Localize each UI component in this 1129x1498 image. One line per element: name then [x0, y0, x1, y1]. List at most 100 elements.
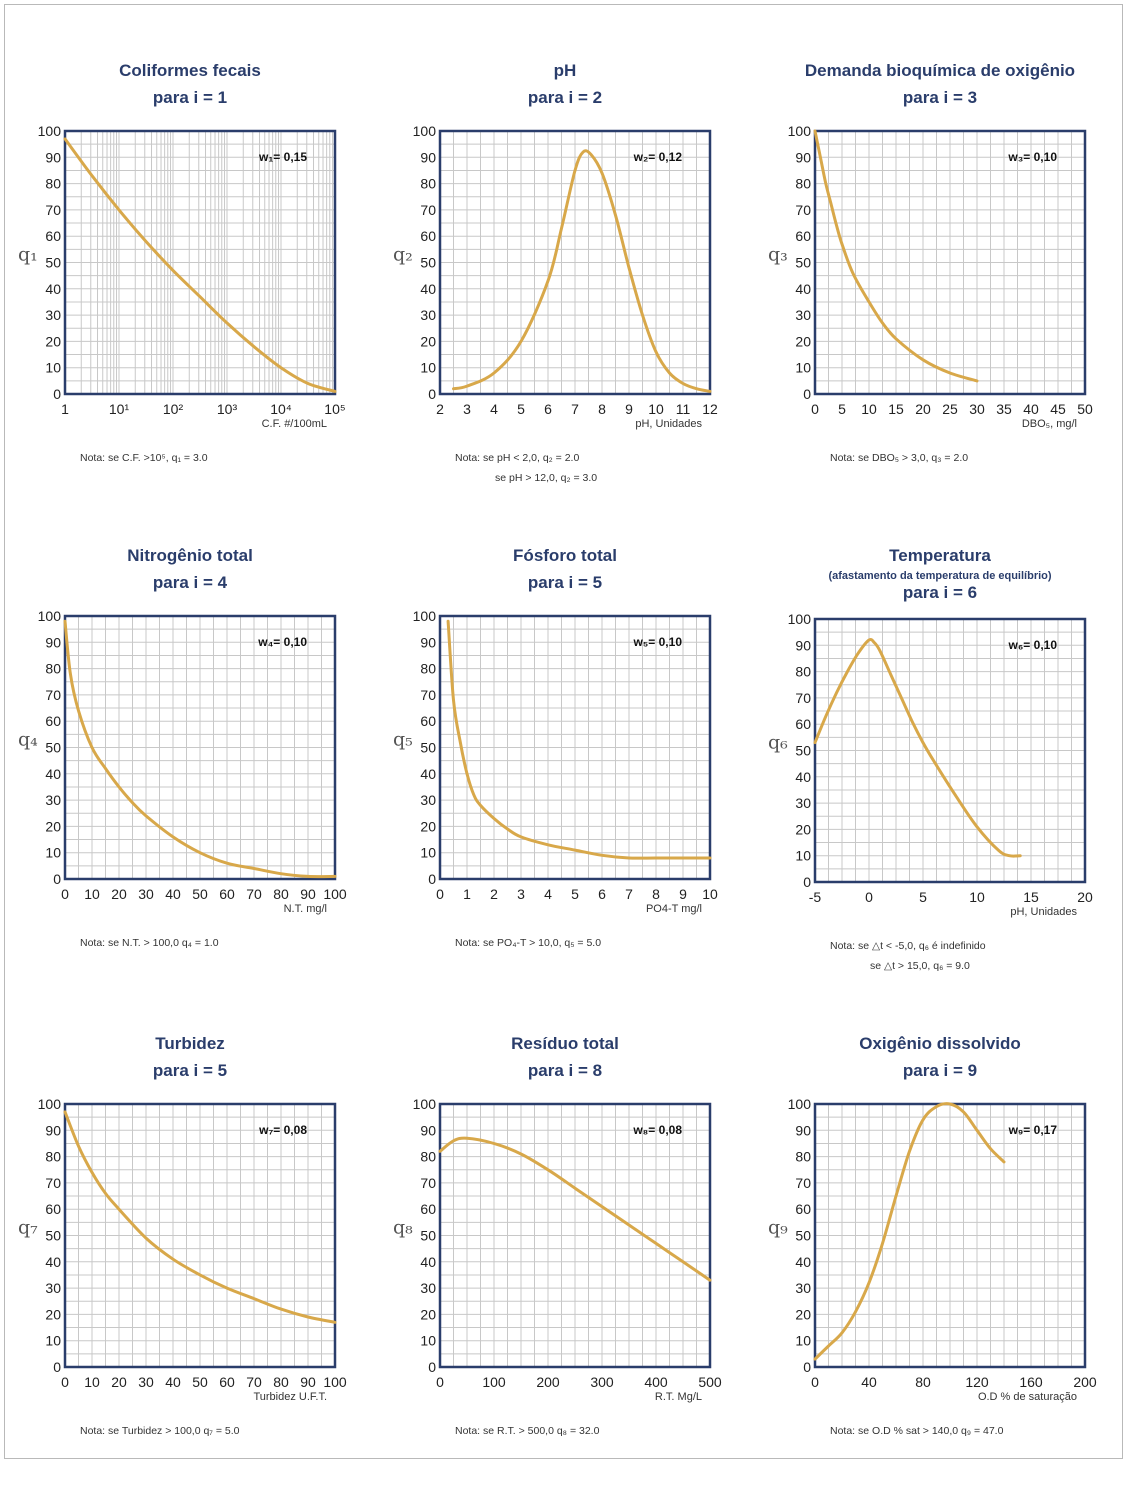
y-tick-label: 50 — [795, 743, 811, 759]
y-tick-label: 70 — [45, 1175, 61, 1191]
y-tick-label: 80 — [420, 176, 436, 192]
x-tick-label: 50 — [1077, 401, 1093, 417]
y-tick-label: 60 — [420, 713, 436, 729]
chart-note: Nota: se PO₄-T > 10,0, q₅ = 5.0 — [455, 937, 601, 949]
x-tick-label: 70 — [246, 1374, 262, 1390]
x-tick-label: 4 — [490, 401, 498, 417]
y-tick-label: 90 — [795, 637, 811, 653]
x-tick-label: 20 — [111, 1374, 127, 1390]
grid-lines — [440, 1104, 710, 1367]
x-tick-label: 3 — [517, 886, 525, 902]
y-tick-label: 90 — [420, 634, 436, 650]
x-tick-label: 40 — [1023, 401, 1039, 417]
y-tick-label: 90 — [45, 149, 61, 165]
y-tick-label: 40 — [420, 766, 436, 782]
y-tick-label: 20 — [45, 818, 61, 834]
x-tick-label: 8 — [652, 886, 660, 902]
y-axis-label: q₂ — [393, 244, 413, 266]
y-tick-label: 50 — [795, 255, 811, 271]
x-tick-label: 120 — [965, 1374, 989, 1390]
x-tick-label: 30 — [138, 886, 154, 902]
y-tick-label: 80 — [795, 664, 811, 680]
y-tick-label: 40 — [45, 281, 61, 297]
y-tick-label: 20 — [420, 333, 436, 349]
grid-lines — [815, 131, 1085, 394]
x-tick-label: 5 — [838, 401, 846, 417]
grid-lines — [65, 131, 335, 394]
y-tick-label: 70 — [795, 202, 811, 218]
y-tick-label: 40 — [795, 1254, 811, 1270]
x-tick-label: 9 — [625, 401, 633, 417]
y-tick-label: 60 — [420, 1201, 436, 1217]
chart-note: Nota: se R.T. > 500,0 q₈ = 32.0 — [455, 1425, 599, 1437]
y-tick-label: 60 — [45, 228, 61, 244]
y-tick-label: 10 — [795, 848, 811, 864]
x-tick-label: 300 — [590, 1374, 614, 1390]
x-tick-label: 80 — [273, 1374, 289, 1390]
x-tick-label: 5 — [919, 889, 927, 905]
y-tick-label: 20 — [420, 818, 436, 834]
x-tick-label: -5 — [809, 889, 822, 905]
y-tick-label: 80 — [420, 661, 436, 677]
x-tick-label: 1 — [463, 886, 471, 902]
weight-label: w₈= 0,08 — [632, 1123, 682, 1137]
y-tick-label: 90 — [45, 1122, 61, 1138]
y-tick-label: 100 — [413, 1096, 437, 1112]
y-tick-label: 90 — [45, 634, 61, 650]
weight-label: w₅= 0,10 — [632, 635, 682, 649]
y-tick-label: 40 — [45, 766, 61, 782]
y-tick-label: 10 — [420, 845, 436, 861]
x-tick-label: 10 — [702, 886, 718, 902]
chart-note: Nota: se Turbidez > 100,0 q₇ = 5.0 — [80, 1425, 239, 1437]
y-tick-label: 70 — [45, 687, 61, 703]
x-tick-label: 2 — [490, 886, 498, 902]
x-tick-label: 45 — [1050, 401, 1066, 417]
y-tick-label: 30 — [45, 307, 61, 323]
y-tick-label: 90 — [795, 149, 811, 165]
x-axis-label: N.T. mg/l — [284, 903, 327, 915]
x-tick-label: 5 — [571, 886, 579, 902]
y-tick-label: 0 — [53, 1359, 61, 1375]
y-tick-label: 100 — [788, 123, 812, 139]
y-tick-label: 20 — [795, 1306, 811, 1322]
x-tick-label: 8 — [598, 401, 606, 417]
y-tick-label: 80 — [420, 1149, 436, 1165]
x-tick-label: 0 — [811, 401, 819, 417]
y-tick-label: 40 — [420, 281, 436, 297]
x-tick-label: 10 — [969, 889, 985, 905]
x-tick-label: 60 — [219, 1374, 235, 1390]
y-tick-label: 40 — [420, 1254, 436, 1270]
x-tick-label: 50 — [192, 886, 208, 902]
x-tick-label: 10 — [84, 1374, 100, 1390]
y-tick-label: 30 — [795, 307, 811, 323]
y-tick-label: 40 — [795, 769, 811, 785]
chart-note: Nota: se DBO₅ > 3,0, q₃ = 2.0 — [830, 452, 968, 464]
x-tick-label: 2 — [436, 401, 444, 417]
y-tick-label: 70 — [420, 202, 436, 218]
y-tick-label: 50 — [420, 740, 436, 756]
x-tick-label: 3 — [463, 401, 471, 417]
y-tick-label: 80 — [795, 176, 811, 192]
grid-lines — [65, 616, 335, 879]
y-tick-label: 50 — [45, 255, 61, 271]
weight-label: w₁= 0,15 — [258, 150, 307, 164]
x-tick-label: 90 — [300, 886, 316, 902]
y-tick-label: 90 — [795, 1122, 811, 1138]
y-tick-label: 0 — [428, 386, 436, 402]
y-tick-label: 40 — [45, 1254, 61, 1270]
y-tick-label: 90 — [420, 1122, 436, 1138]
y-tick-label: 20 — [795, 821, 811, 837]
x-tick-label: 10³ — [217, 401, 238, 417]
x-tick-label: 15 — [1023, 889, 1039, 905]
weight-label: w₃= 0,10 — [1007, 150, 1057, 164]
chart-panel-temperatura: Temperatura(afastamento da temperatura d… — [760, 540, 1120, 1010]
x-axis-label: DBO₅, mg/l — [1022, 418, 1077, 430]
